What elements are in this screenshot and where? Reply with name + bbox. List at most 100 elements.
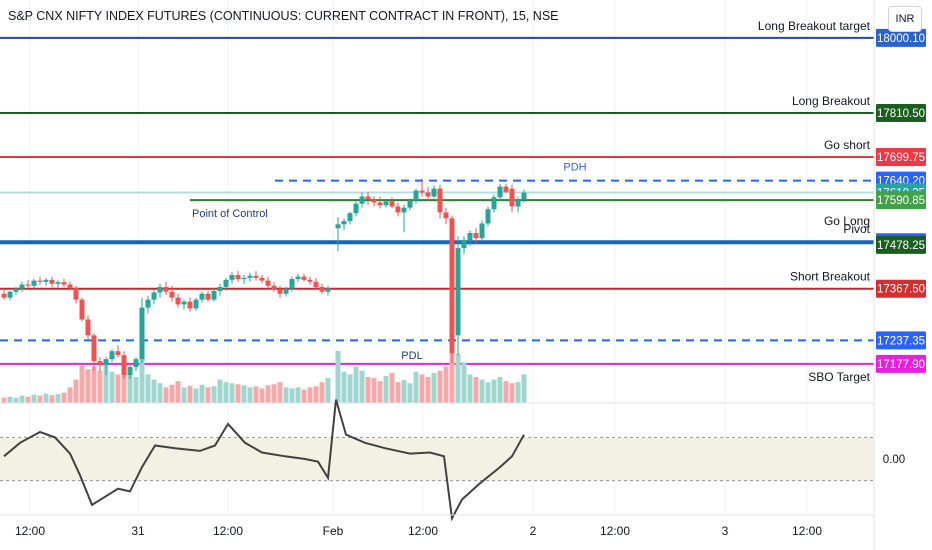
level-label-3: PDH <box>563 162 586 174</box>
volume-bar-55 <box>335 351 341 403</box>
volume-bar-31 <box>187 385 193 403</box>
volume-bar-13 <box>79 365 85 403</box>
currency-button[interactable]: INR <box>888 6 922 32</box>
candle-86 <box>521 189 527 203</box>
candle-53 <box>319 283 325 294</box>
candle-body-47 <box>283 288 289 294</box>
candle-body-55 <box>335 224 341 229</box>
volume-bar-45 <box>271 384 277 403</box>
candle-39 <box>235 271 241 282</box>
time-tick-label-4: 12:00 <box>408 524 438 538</box>
price-badge-label-0: 18000.10 <box>877 33 925 45</box>
candle-34 <box>205 290 211 302</box>
time-tick-label-8: 12:00 <box>792 524 822 538</box>
candle-69 <box>419 178 425 197</box>
volume-bar-32 <box>193 388 199 403</box>
candle-20 <box>121 351 127 379</box>
time-tick-label-0: 12:00 <box>15 524 45 538</box>
candle-body-67 <box>407 200 413 208</box>
candle-body-5 <box>31 280 37 286</box>
price-badge-5 <box>876 191 926 210</box>
time-axis: 12:00 31 12:00 Feb 12:00 2 12:00 3 12:00 <box>15 524 822 538</box>
volume-bar-54 <box>325 378 331 403</box>
candle-body-64 <box>389 201 395 207</box>
candle-4 <box>25 279 31 289</box>
volume-bar-15 <box>91 366 97 403</box>
candle-85 <box>515 196 521 213</box>
candle-body-0 <box>1 293 7 298</box>
volume-bar-69 <box>419 374 425 403</box>
volume-bar-20 <box>121 361 127 403</box>
price-badge-label-1: 17810.50 <box>877 108 925 120</box>
candle-29 <box>175 293 181 308</box>
volume-bar-42 <box>253 386 259 403</box>
candle-body-33 <box>199 293 205 300</box>
candle-body-62 <box>377 202 383 206</box>
volume-bar-38 <box>229 383 235 403</box>
candle-body-13 <box>79 299 85 320</box>
candle-body-16 <box>97 361 103 366</box>
volume-bar-58 <box>353 366 359 403</box>
candle-body-38 <box>229 275 235 280</box>
candle-78 <box>473 228 479 245</box>
volume-bar-72 <box>437 370 443 403</box>
volume-bar-47 <box>283 387 289 403</box>
candle-body-61 <box>371 199 377 203</box>
time-tick-label-3: Feb <box>323 524 344 538</box>
candle-body-12 <box>73 287 79 300</box>
volume-bar-34 <box>205 387 211 403</box>
level-label-6: Pivot <box>843 222 870 236</box>
candle-49 <box>295 273 301 282</box>
volume-bar-4 <box>25 396 31 403</box>
time-tick-label-7: 3 <box>722 524 729 538</box>
level-label-11: SBO Target <box>808 370 870 384</box>
candle-58 <box>353 200 359 217</box>
level-lines <box>0 36 874 365</box>
volume-bar-63 <box>383 375 389 403</box>
candle-42 <box>253 271 259 281</box>
candle-body-85 <box>515 199 521 207</box>
candle-8 <box>49 276 55 287</box>
candle-67 <box>407 198 413 211</box>
candle-body-79 <box>479 223 485 239</box>
candle-body-76 <box>461 240 467 249</box>
volume-bar-30 <box>181 387 187 403</box>
volume-bar-21 <box>127 368 133 403</box>
candle-3 <box>19 281 25 292</box>
price-badge-label-5: 17590.85 <box>877 195 925 207</box>
volume-bar-35 <box>211 386 217 403</box>
level-label-7: Go Long <box>824 214 870 228</box>
price-badge-7 <box>876 235 926 254</box>
candle-body-11 <box>67 284 73 288</box>
candle-body-2 <box>13 288 19 292</box>
volume-bar-26 <box>157 383 163 403</box>
volume-bar-60 <box>365 377 371 403</box>
volume-bar-66 <box>401 380 407 403</box>
candle-body-14 <box>85 319 91 336</box>
candle-24 <box>145 295 151 314</box>
candle-body-32 <box>193 299 199 309</box>
volume-bar-74 <box>449 343 455 403</box>
candle-body-73 <box>443 212 449 219</box>
candle-77 <box>467 230 473 247</box>
volume-bar-40 <box>241 385 247 403</box>
candle-30 <box>181 299 187 310</box>
candle-6 <box>37 276 43 285</box>
level-label-1: Long Breakout <box>792 94 871 108</box>
candle-23 <box>139 297 145 364</box>
candle-18 <box>109 349 115 363</box>
volume-bar-10 <box>61 392 67 403</box>
candle-body-36 <box>217 286 223 291</box>
candle-79 <box>479 220 485 241</box>
candle-body-65 <box>395 206 401 213</box>
candle-44 <box>265 276 271 288</box>
candle-body-53 <box>319 286 325 292</box>
candle-43 <box>259 275 265 283</box>
candle-body-45 <box>271 285 277 290</box>
time-tick-label-6: 12:00 <box>600 524 630 538</box>
volume-bar-18 <box>109 371 115 403</box>
candle-body-72 <box>437 188 443 213</box>
candle-62 <box>377 196 383 209</box>
price-badge-label-8: 17367.50 <box>877 284 925 296</box>
